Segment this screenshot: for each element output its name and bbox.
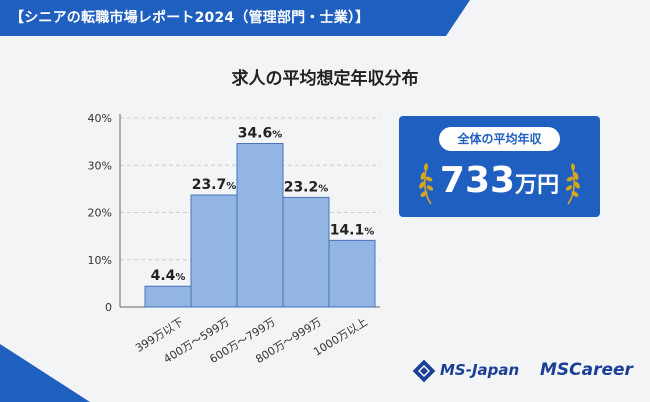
bar — [328, 239, 376, 308]
average-salary-unit: 万円 — [515, 173, 560, 198]
ms-japan-logo: MS-Japan — [440, 361, 520, 379]
y-tick-label: 30% — [88, 159, 112, 172]
data-label: 23.7% — [192, 177, 237, 193]
y-tick-label: 0 — [105, 301, 112, 314]
data-label: 14.1% — [330, 222, 375, 238]
bar — [190, 194, 238, 308]
corner-accent — [0, 344, 90, 402]
bar — [282, 196, 330, 308]
average-salary-number: 733 — [439, 160, 516, 201]
data-label: 34.6% — [238, 126, 283, 142]
banner-background — [0, 0, 470, 36]
average-salary-value: 733万円 — [399, 160, 600, 201]
y-tick-label: 10% — [88, 254, 112, 267]
y-tick-label: 40% — [88, 112, 112, 125]
data-label: 4.4% — [151, 268, 186, 284]
chart-title: 求人の平均想定年収分布 — [231, 69, 419, 89]
data-label: 23.2% — [284, 179, 329, 195]
laurel-right-icon — [565, 163, 580, 205]
bar — [144, 285, 192, 308]
average-salary-label: 全体の平均年収 — [439, 127, 560, 151]
y-tick-label: 20% — [88, 207, 112, 220]
brand-logos: MS-Japan MSCareer — [412, 354, 642, 390]
ms-japan-logo-icon — [412, 359, 436, 383]
banner-title: 【シニアの転職市場レポート2024（管理部門・士業）】 — [10, 10, 370, 26]
header-banner — [0, 0, 470, 36]
average-salary-card: 全体の平均年収 733万円 — [399, 116, 600, 217]
ms-career-logo: MSCareer — [540, 360, 633, 380]
bar — [236, 143, 284, 308]
laurel-left-icon — [419, 163, 434, 205]
